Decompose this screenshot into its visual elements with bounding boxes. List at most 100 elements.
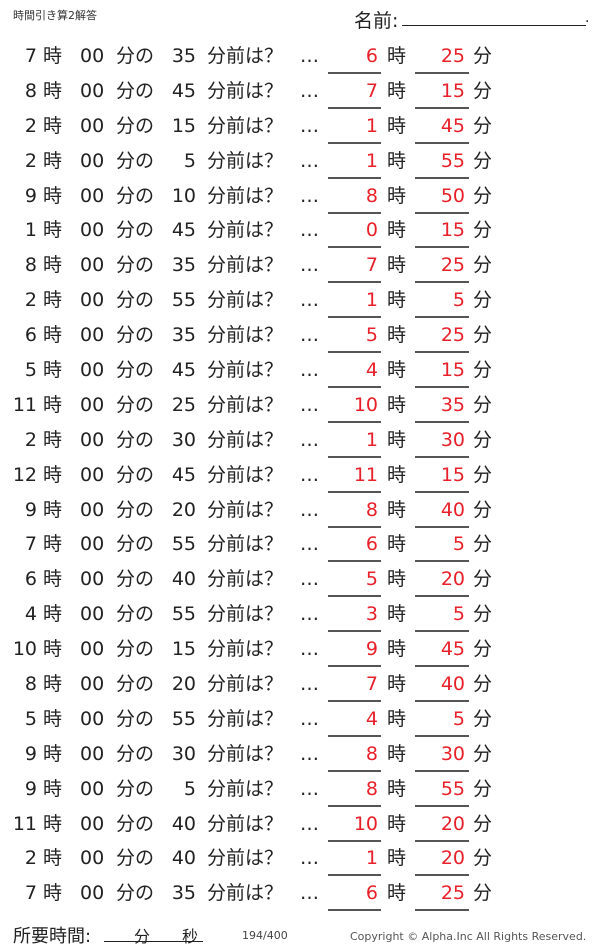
answer-minute: 35 [440,393,465,416]
problem-row: 2 時 00 分の 15 分前は？… 1 時 45 分 [0,109,600,144]
answer-hour: 1 [365,428,378,451]
minus-minutes: 20 [171,498,196,521]
answer-hour-label: 時 [387,882,407,905]
problem-row: 6 時 00 分の 35 分前は？… 5 時 25 分 [0,318,600,354]
hour-value: 5 [24,359,37,382]
answer-hour-line [328,281,381,284]
hour-label: 時 [43,498,63,521]
answer-hour-line [328,665,381,668]
minute-no-label: 分の [116,847,155,870]
minutes-before-label: 分前は？ [207,149,284,172]
hour-label: 時 [43,114,63,137]
ellipsis: … [300,45,319,67]
answer-hour-line [328,490,381,493]
answer-minute-line [415,595,469,598]
answer-hour-line [328,874,381,877]
minutes-before-label: 分前は？ [207,289,284,312]
ellipsis: … [300,707,319,730]
ellipsis: … [300,777,319,800]
answer-hour-line [328,211,381,214]
answer-minute-label: 分 [473,428,493,451]
answer-minute-label: 分 [473,359,493,382]
answer-minute-label: 分 [473,603,493,626]
answer-hour-line [328,420,381,423]
answer-minute-label: 分 [473,463,493,486]
hour-value: 10 [12,638,37,661]
page-number: 194/400 [242,929,288,942]
answer-minute-label: 分 [473,149,493,172]
answer-hour-label: 時 [387,498,407,521]
zero-minutes: 00 [80,359,105,382]
answer-hour-line [328,734,381,737]
hour-value: 8 [24,79,37,102]
answer-hour: 1 [365,114,378,137]
minutes-before-label: 分前は？ [207,114,284,137]
zero-minutes: 00 [80,463,105,486]
hour-label: 時 [43,742,63,765]
answer-minute-line [415,525,469,528]
minute-no-label: 分の [116,79,155,102]
hour-value: 2 [24,149,37,172]
answer-minute: 5 [452,533,465,556]
answer-minute-line [415,665,469,668]
hour-label: 時 [43,289,63,312]
answer-hour-label: 時 [387,324,407,347]
minus-minutes: 5 [183,149,196,172]
answer-hour-label: 時 [387,568,407,591]
minute-no-label: 分の [116,882,155,905]
minus-minutes: 40 [171,568,196,591]
hour-value: 8 [24,254,37,277]
answer-hour: 0 [365,219,378,242]
hour-value: 9 [24,498,37,521]
ellipsis: … [300,114,319,137]
answer-minute-label: 分 [473,114,493,137]
answer-minute: 25 [440,882,465,905]
answer-hour: 5 [365,568,378,591]
minute-no-label: 分の [116,184,155,207]
hour-value: 6 [24,324,37,347]
zero-minutes: 00 [80,254,105,277]
answer-hour: 11 [353,463,378,486]
minute-no-label: 分の [116,638,155,661]
ellipsis: … [300,847,319,870]
answer-hour: 8 [365,184,378,207]
answer-hour: 9 [365,638,378,661]
zero-minutes: 00 [80,707,105,730]
answer-hour: 7 [365,673,378,696]
answer-minute: 20 [440,847,465,870]
answer-hour: 5 [365,324,378,347]
problem-row: 12 時 00 分の 45 分前は？ … 11 時 15 分 [0,458,600,493]
answer-minute: 15 [440,79,465,102]
answer-minute: 40 [440,498,465,521]
answer-minute: 55 [440,149,465,172]
minute-no-label: 分の [116,568,155,591]
hour-label: 時 [43,359,63,382]
minutes-before-label: 分前は？ [207,324,284,347]
answer-hour-line [328,351,381,354]
hour-value: 4 [24,603,37,626]
answer-minute-line [415,106,469,109]
answer-hour: 8 [365,742,378,765]
answer-hour-label: 時 [387,707,407,730]
problem-row: 2 時 00 分の 40 分前は？… 1 時 20 分 [0,841,600,877]
answer-hour-label: 時 [387,847,407,870]
answer-minute: 5 [452,603,465,626]
minus-minutes: 45 [171,359,196,382]
minute-no-label: 分の [116,603,155,626]
minus-minutes: 5 [183,777,196,800]
name-field-line [402,25,586,26]
ellipsis: … [300,428,319,451]
minus-minutes: 35 [171,324,196,347]
minus-minutes: 45 [171,463,196,486]
answer-minute-line [415,351,469,354]
hour-label: 時 [43,428,63,451]
answer-hour-line [328,630,381,633]
answer-hour-label: 時 [387,254,407,277]
problem-row: 11 時 00 分の 40 分前は？ … 10 時 20 分 [0,807,600,842]
time-sec-label: 秒 [182,927,199,946]
hour-label: 時 [43,184,63,207]
minute-no-label: 分の [116,463,155,486]
answer-minute-label: 分 [473,219,493,242]
hour-value: 6 [24,568,37,591]
answer-minute-label: 分 [473,812,493,835]
